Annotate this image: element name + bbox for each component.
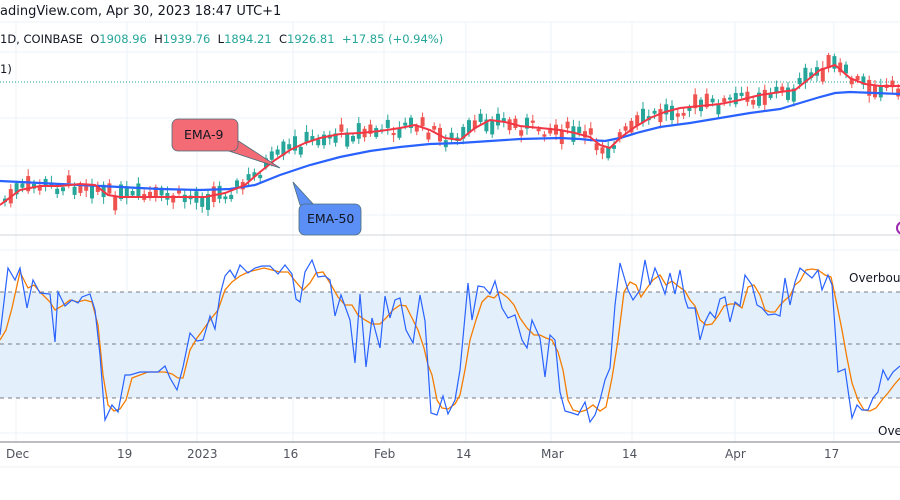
high-value: 1939.76 bbox=[162, 32, 211, 46]
time-tick-5: 14 bbox=[456, 447, 472, 461]
indicator-legend-fragment: 1) bbox=[0, 62, 12, 76]
stochastic-d-line bbox=[0, 267, 900, 413]
low-label: L bbox=[217, 32, 225, 46]
ema9-label: EMA-9 bbox=[184, 127, 224, 142]
ema9-line bbox=[0, 63, 900, 206]
time-tick-1: 19 bbox=[117, 447, 133, 461]
ema9-callout bbox=[171, 118, 281, 169]
ema50-line bbox=[0, 90, 900, 192]
time-tick-3: 16 bbox=[283, 447, 299, 461]
stochastic-k-line bbox=[0, 258, 900, 424]
alert-marker-icon[interactable] bbox=[896, 221, 900, 235]
close-value: 1926.81 bbox=[287, 32, 335, 46]
time-tick-8: Apr bbox=[725, 447, 746, 461]
time-tick-0: Dec bbox=[6, 447, 30, 461]
time-tick-6: Mar bbox=[541, 447, 564, 461]
time-tick-7: 14 bbox=[622, 447, 638, 461]
time-tick-2: 2023 bbox=[187, 447, 218, 461]
price-candles bbox=[3, 52, 900, 217]
symbol-label: 1D, COINBASE bbox=[0, 32, 83, 46]
open-value: 1908.96 bbox=[99, 32, 147, 46]
stochastic-band bbox=[0, 292, 900, 398]
low-value: 1894.21 bbox=[224, 32, 272, 46]
time-tick-4: Feb bbox=[374, 447, 396, 461]
time-tick-9: 17 bbox=[824, 447, 840, 461]
overbought-label: Overboug bbox=[849, 271, 900, 285]
stochastic-level-lines bbox=[0, 291, 900, 399]
chart-source-line: adingView.com, Apr 30, 2023 18:47 UTC+1 bbox=[0, 4, 282, 19]
high-label: H bbox=[154, 32, 163, 46]
ema50-callout bbox=[292, 181, 362, 236]
oversold-label: Ove bbox=[878, 424, 900, 438]
ema50-label: EMA-50 bbox=[307, 211, 355, 226]
close-label: C bbox=[278, 32, 287, 46]
change-value: +17.85 (+0.94%) bbox=[341, 32, 444, 46]
open-label: O bbox=[90, 32, 100, 46]
ohlc-legend: 1D, COINBASE O1908.96 H1939.76 L1894.21 … bbox=[0, 32, 443, 46]
